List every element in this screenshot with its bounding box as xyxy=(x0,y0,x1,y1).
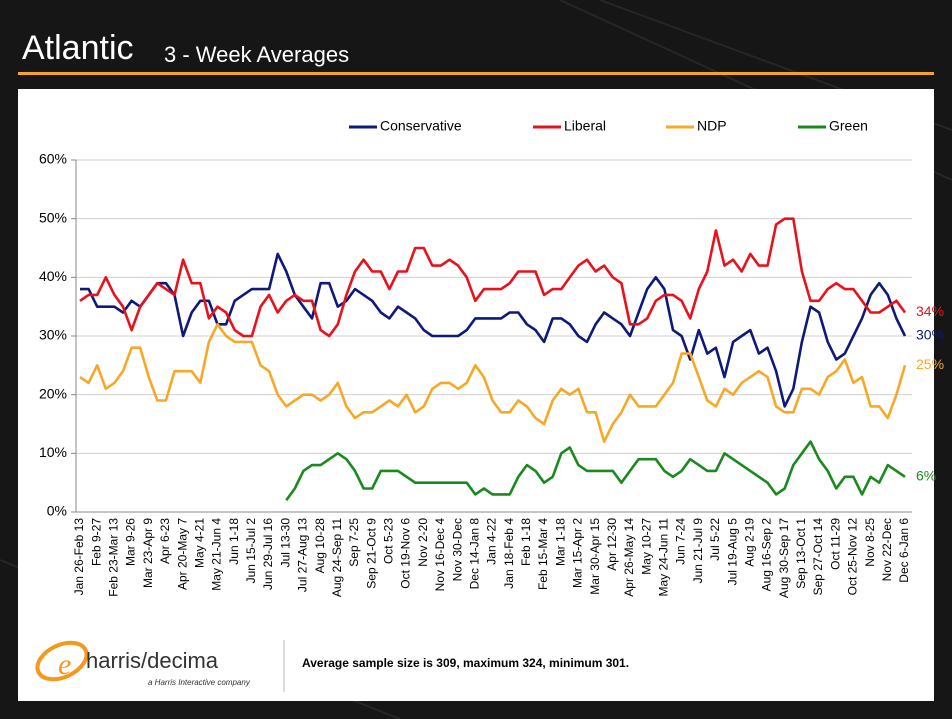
legend-label: Green xyxy=(829,118,868,134)
x-tick-label: Jul 19-Aug 5 xyxy=(725,518,739,586)
series-line xyxy=(79,217,907,338)
x-tick-label: Feb 9-27 xyxy=(89,518,103,566)
chart: 0% 10% 20% 30% 40% 50% 60% Jan 26-Feb 13 Feb 9-2… xyxy=(39,118,944,598)
x-tick-label: May 24-Jun 11 xyxy=(657,518,671,597)
x-tick-label: Aug 10-28 xyxy=(313,518,327,574)
y-tick-label: 0% xyxy=(47,503,67,519)
legend-label: NDP xyxy=(697,118,727,134)
x-tick-label: Aug 24-Sep 11 xyxy=(330,518,344,597)
x-tick-label: Jul 5-22 xyxy=(708,518,722,561)
x-tick-label: Nov 16-Dec 4 xyxy=(433,518,447,592)
x-tick-label: Jun 29-Jul 16 xyxy=(261,518,275,590)
end-value-label: 25% xyxy=(916,356,944,372)
x-tick-label: Jun 15-Jul 2 xyxy=(244,518,258,584)
series-line xyxy=(79,323,907,443)
x-tick-label: Sep 27-Oct 14 xyxy=(811,518,825,596)
x-tick-label: Feb 1-18 xyxy=(519,518,533,566)
x-tick-label: Mar 15-Apr 2 xyxy=(571,518,585,588)
x-tick-label: Sep 7-25 xyxy=(347,518,361,567)
x-tick-label: May 10-27 xyxy=(639,518,653,575)
x-tick-label: Nov 2-20 xyxy=(416,518,430,567)
end-value-label: 30% xyxy=(916,327,944,343)
logo-mark: e xyxy=(58,648,71,681)
x-tick-label: Feb 23-Mar 13 xyxy=(107,518,121,597)
logo-tagline: a Harris Interactive company xyxy=(148,678,251,687)
x-tick-label: Oct 19-Nov 6 xyxy=(399,518,413,589)
x-tick-label: Mar 9-26 xyxy=(124,518,138,566)
legend-label: Conservative xyxy=(380,118,462,134)
x-tick-label: Sep 13-Oct 1 xyxy=(794,518,808,589)
y-tick-label: 20% xyxy=(39,385,67,401)
x-tick-label: Aug 30-Sep 17 xyxy=(777,518,791,598)
x-tick-label: Apr 6-23 xyxy=(158,518,172,564)
x-tick-label: Jun 1-18 xyxy=(227,518,241,565)
x-tick-label: Jan 26-Feb 13 xyxy=(72,518,86,596)
end-value-label: 34% xyxy=(916,303,944,319)
x-tick-label: Dec 14-Jan 8 xyxy=(467,518,481,590)
x-tick-label: Apr 26-May 14 xyxy=(622,518,636,597)
y-tick-label: 60% xyxy=(39,151,67,167)
logo-swoosh xyxy=(35,640,89,682)
x-tick-label: May 4-21 xyxy=(192,518,206,568)
footer-note: Average sample size is 309, maximum 324,… xyxy=(302,656,629,670)
x-tick-label: Oct 25-Nov 12 xyxy=(846,518,860,596)
y-tick-label: 10% xyxy=(39,444,67,460)
x-tick-label: Nov 8-25 xyxy=(863,518,877,567)
title-underline xyxy=(18,72,934,75)
legend-label: Liberal xyxy=(564,118,606,134)
x-tick-label: Jan 18-Feb 4 xyxy=(502,518,516,589)
y-tick-label: 30% xyxy=(39,327,67,343)
x-tick-label: Jan 4-22 xyxy=(485,518,499,565)
logo: e harris/decima a Harris Interactive com… xyxy=(35,640,251,687)
x-tick-label: Aug 2-19 xyxy=(742,518,756,567)
x-tick-label: Jun 7-24 xyxy=(674,518,688,565)
x-tick-label: Feb 15-Mar 4 xyxy=(536,518,550,590)
slide-subtitle: 3 - Week Averages xyxy=(164,42,349,67)
x-tick-label: Nov 30-Dec xyxy=(450,518,464,581)
x-tick-label: Mar 1-18 xyxy=(553,518,567,566)
x-tick-label: Jul 13-30 xyxy=(278,518,292,568)
x-tick-label: Apr 20-May 7 xyxy=(175,518,189,590)
x-tick-label: Apr 12-30 xyxy=(605,518,619,571)
x-tick-label: Oct 5-23 xyxy=(382,518,396,564)
x-tick-label: Mar 23-Apr 9 xyxy=(141,518,155,588)
slide-title: Atlantic xyxy=(22,29,134,67)
x-tick-label: Mar 30-Apr 15 xyxy=(588,518,602,595)
y-tick-label: 50% xyxy=(39,209,67,225)
x-tick-label: Jul 27-Aug 13 xyxy=(296,518,310,592)
x-tick-label: Aug 16-Sep 2 xyxy=(760,518,774,592)
x-tick-label: Dec 6-Jan 6 xyxy=(897,518,911,583)
y-tick-label: 40% xyxy=(39,268,67,284)
x-tick-label: May 21-Jun 4 xyxy=(210,518,224,591)
series-line xyxy=(285,440,906,502)
x-tick-label: Oct 11-29 xyxy=(828,518,842,570)
x-tick-label: Nov 22-Dec xyxy=(880,518,894,581)
x-tick-label: Sep 21-Oct 9 xyxy=(364,518,378,589)
x-tick-label: Jun 21-Jul 9 xyxy=(691,518,705,584)
end-value-label: 6% xyxy=(916,468,936,484)
logo-text: harris/decima xyxy=(86,648,219,673)
